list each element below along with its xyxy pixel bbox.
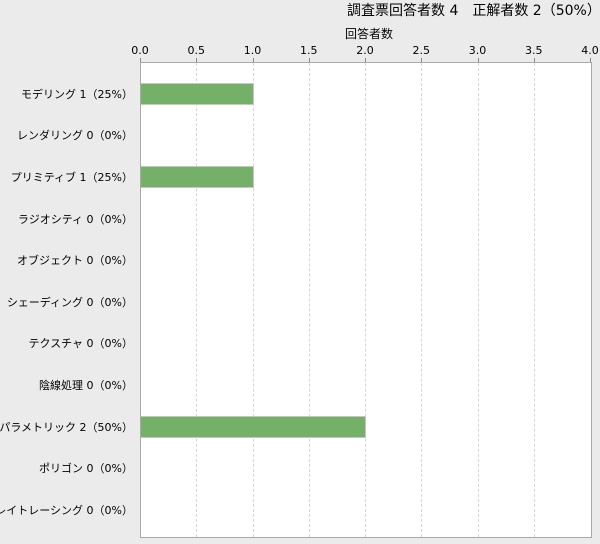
x-tick-mark	[308, 58, 310, 62]
bar-row	[141, 406, 591, 448]
x-tick-mark	[477, 58, 479, 62]
bar-row	[141, 156, 591, 198]
category-label: シェーディング 0（0%）	[6, 295, 133, 309]
bar-row	[141, 281, 591, 323]
gridline	[365, 63, 366, 537]
category-label: オブジェクト 0（0%）	[17, 254, 133, 268]
x-tick-label: 4.0	[581, 44, 599, 57]
bar-row	[141, 447, 591, 489]
bar-row	[141, 489, 591, 531]
category-label: レイトレーシング 0（0%）	[0, 503, 133, 517]
bar-row	[141, 73, 591, 115]
bar-row	[141, 323, 591, 365]
x-axis-title: 回答者数	[345, 27, 394, 41]
x-tick-mark	[196, 58, 198, 62]
bar	[141, 165, 254, 188]
x-tick-label: 2.5	[412, 44, 431, 57]
x-tick-label: 0.5	[187, 44, 206, 57]
x-tick-label: 3.5	[525, 44, 543, 57]
bar-row	[141, 239, 591, 281]
gridline	[477, 63, 479, 537]
x-tick-mark	[140, 58, 141, 62]
x-tick-label: 2.0	[356, 44, 374, 57]
x-tick-mark	[365, 58, 366, 62]
bar	[141, 415, 366, 438]
bar	[141, 82, 254, 105]
x-tick-mark	[252, 58, 254, 62]
category-label: ポリゴン 0（0%）	[39, 462, 133, 476]
bar-row	[141, 364, 591, 406]
gridline	[308, 63, 310, 537]
gridline	[196, 63, 198, 537]
x-tick-label: 3.0	[468, 44, 487, 57]
category-label: パラメトリック 2（50%）	[0, 420, 133, 434]
x-tick-mark	[590, 58, 591, 62]
y-axis-category-labels: モデリング 1（25%） レンダリング 0（0%） プリミティブ 1（25%） ラジオ…	[0, 73, 133, 531]
x-tick-label: 1.5	[300, 44, 318, 57]
category-label: ラジオシティ 0（0%）	[17, 212, 133, 226]
chart-title: 調査票回答者数 4 正解者数 2（50%）	[347, 3, 600, 19]
gridline	[421, 63, 423, 537]
bar-rows	[141, 73, 591, 531]
category-label: レンダリング 0（0%）	[17, 129, 133, 143]
x-tick-label: 1.0	[243, 44, 262, 57]
bar-row	[141, 198, 591, 240]
category-label: テクスチャ 0（0%）	[28, 337, 133, 351]
x-tick-mark	[421, 58, 423, 62]
plot-area	[140, 62, 592, 538]
category-label: モデリング 1（25%）	[21, 87, 133, 101]
x-tick-mark	[533, 58, 535, 62]
gridline	[252, 63, 254, 537]
category-label: プリミティブ 1（25%）	[10, 170, 133, 184]
x-tick-label: 0.0	[131, 44, 149, 57]
gridline	[533, 63, 535, 537]
bar-row	[141, 115, 591, 157]
category-label: 陰線処理 0（0%）	[39, 378, 133, 392]
